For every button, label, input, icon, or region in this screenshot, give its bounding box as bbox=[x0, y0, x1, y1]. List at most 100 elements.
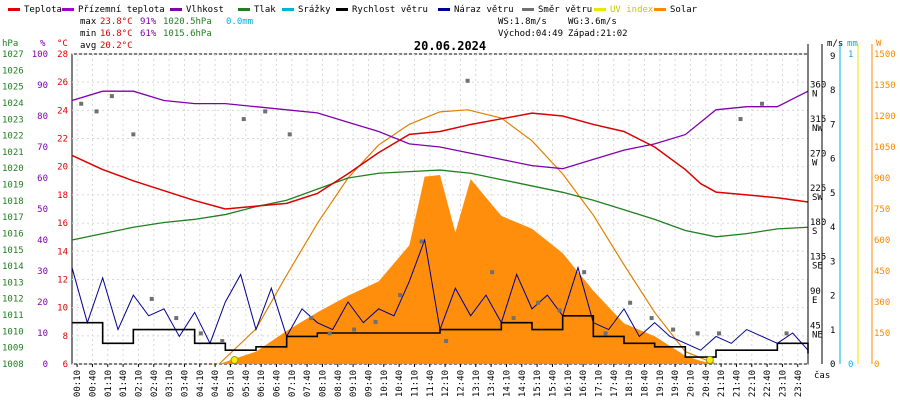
wind-direction-point bbox=[738, 117, 743, 122]
stat-min-label: min bbox=[80, 29, 96, 39]
dir-name-tick-label: NW bbox=[812, 124, 823, 134]
x-tick-label: 18:10 bbox=[625, 370, 635, 397]
x-tick-label: 05:40 bbox=[242, 370, 252, 397]
wind-direction-points bbox=[79, 78, 789, 364]
hpa-tick-label: 1019 bbox=[2, 181, 24, 191]
ms-tick-label: 0 bbox=[830, 360, 835, 370]
stat-max-label: max bbox=[80, 17, 97, 27]
legend-swatch bbox=[336, 8, 348, 11]
wind-direction-point bbox=[717, 331, 722, 336]
temp-tick-label: 18 bbox=[57, 191, 68, 201]
x-tick-label: 22:10 bbox=[748, 370, 758, 397]
temp-tick-label: 22 bbox=[57, 135, 68, 145]
legend-swatch bbox=[170, 8, 182, 11]
legend-swatch bbox=[438, 8, 450, 11]
pct-tick-label: 90 bbox=[37, 81, 48, 91]
x-tick-label: 02:40 bbox=[150, 370, 160, 397]
x-tick-label: 10:40 bbox=[395, 370, 405, 397]
legend-label: UV index bbox=[610, 5, 654, 15]
hpa-tick-label: 1024 bbox=[2, 99, 24, 109]
wind-direction-point bbox=[490, 270, 495, 275]
x-tick-label: 07:10 bbox=[288, 370, 298, 397]
x-tick-label: 15:40 bbox=[548, 370, 558, 397]
axes: 1027102610251024102310221021102010191018… bbox=[2, 44, 896, 397]
pct-tick-label: 70 bbox=[37, 143, 48, 153]
wind-direction-point bbox=[398, 293, 403, 298]
temp-tick-label: 8 bbox=[63, 332, 68, 342]
dir-deg-tick-label: 270 bbox=[810, 149, 826, 159]
hpa-tick-label: 1017 bbox=[2, 213, 24, 223]
x-tick-label: 21:10 bbox=[717, 370, 727, 397]
x-tick-label: 17:10 bbox=[594, 370, 604, 397]
ms-tick-label: 7 bbox=[830, 120, 835, 130]
wind-direction-point bbox=[649, 316, 654, 321]
x-tick-label: 20:10 bbox=[686, 370, 696, 397]
hpa-tick-label: 1008 bbox=[2, 360, 24, 370]
wind-direction-point bbox=[174, 316, 179, 321]
legend-label: Náraz větru bbox=[454, 5, 514, 15]
wind-direction-point bbox=[511, 316, 516, 321]
pressure-line bbox=[71, 169, 809, 241]
ms-tick-label: 6 bbox=[830, 155, 835, 165]
w-tick-label: 0 bbox=[874, 360, 879, 370]
temp-tick-label: 20 bbox=[57, 163, 68, 173]
hpa-tick-label: 1010 bbox=[2, 327, 24, 337]
w-tick-label: 150 bbox=[874, 329, 890, 339]
x-tick-label: 18:40 bbox=[640, 370, 650, 397]
x-tick-label: 17:40 bbox=[610, 370, 620, 397]
legend-label: Vlhkost bbox=[186, 5, 224, 15]
wind-speed-line bbox=[72, 314, 809, 358]
x-tick-label: 16:10 bbox=[564, 370, 574, 397]
hpa-tick-label: 1018 bbox=[2, 197, 24, 207]
mm-tick-label: 1 bbox=[848, 50, 853, 60]
hpa-tick-label: 1023 bbox=[2, 115, 24, 125]
wind-direction-point bbox=[109, 94, 114, 99]
axis-unit-ms: m/s bbox=[827, 39, 843, 49]
wind-direction-point bbox=[131, 132, 136, 137]
uv-index-marker bbox=[705, 356, 714, 364]
w-tick-label: 450 bbox=[874, 267, 890, 277]
wind-direction-point bbox=[582, 270, 587, 275]
x-tick-label: 14:10 bbox=[502, 370, 512, 397]
pct-tick-label: 60 bbox=[37, 174, 48, 184]
wind-direction-point bbox=[628, 300, 633, 305]
hpa-tick-label: 1016 bbox=[2, 229, 24, 239]
w-tick-label: 600 bbox=[874, 236, 890, 246]
x-tick-label: 02:10 bbox=[134, 370, 144, 397]
temperature-line bbox=[71, 112, 809, 210]
hpa-tick-label: 1027 bbox=[2, 50, 24, 60]
ms-tick-label: 5 bbox=[830, 189, 835, 199]
stat-min-press: 1015.6hPa bbox=[163, 29, 212, 39]
x-tick-label: 04:40 bbox=[211, 370, 221, 397]
axis-unit-w: W bbox=[876, 39, 882, 49]
legend-swatch bbox=[238, 8, 250, 11]
wind-direction-point bbox=[149, 296, 154, 301]
dir-name-tick-label: NE bbox=[812, 331, 823, 341]
wind-direction-point bbox=[79, 101, 84, 106]
wind-direction-point bbox=[94, 109, 99, 114]
ms-tick-label: 3 bbox=[830, 257, 835, 267]
stat-sunrise: Východ:04:49 bbox=[498, 29, 563, 39]
dir-deg-tick-label: 135 bbox=[810, 253, 826, 263]
stat-rain: 0.0mm bbox=[226, 17, 253, 27]
wind-direction-point bbox=[695, 331, 700, 336]
stat-avg-label: avg bbox=[80, 41, 96, 51]
pct-tick-label: 10 bbox=[37, 329, 48, 339]
x-tick-label: 08:40 bbox=[334, 370, 344, 397]
x-tick-label: 08:10 bbox=[318, 370, 328, 397]
x-tick-label: 01:40 bbox=[119, 370, 129, 397]
pct-tick-label: 0 bbox=[43, 360, 48, 370]
dir-deg-tick-label: 45 bbox=[810, 322, 821, 332]
uv-index-marker bbox=[230, 356, 239, 364]
dir-name-tick-label: E bbox=[812, 296, 817, 306]
pct-tick-label: 100 bbox=[32, 50, 48, 60]
stat-min-hum: 61% bbox=[140, 29, 157, 39]
stat-max-hum: 91% bbox=[140, 17, 157, 27]
wind-direction-point bbox=[419, 239, 424, 244]
stat-ws: WS:1.8m/s bbox=[498, 17, 547, 27]
hpa-tick-label: 1014 bbox=[2, 262, 24, 272]
legend-label: Teplota bbox=[24, 5, 62, 15]
wind-direction-point bbox=[198, 331, 203, 336]
x-tick-label: 23:10 bbox=[778, 370, 788, 397]
